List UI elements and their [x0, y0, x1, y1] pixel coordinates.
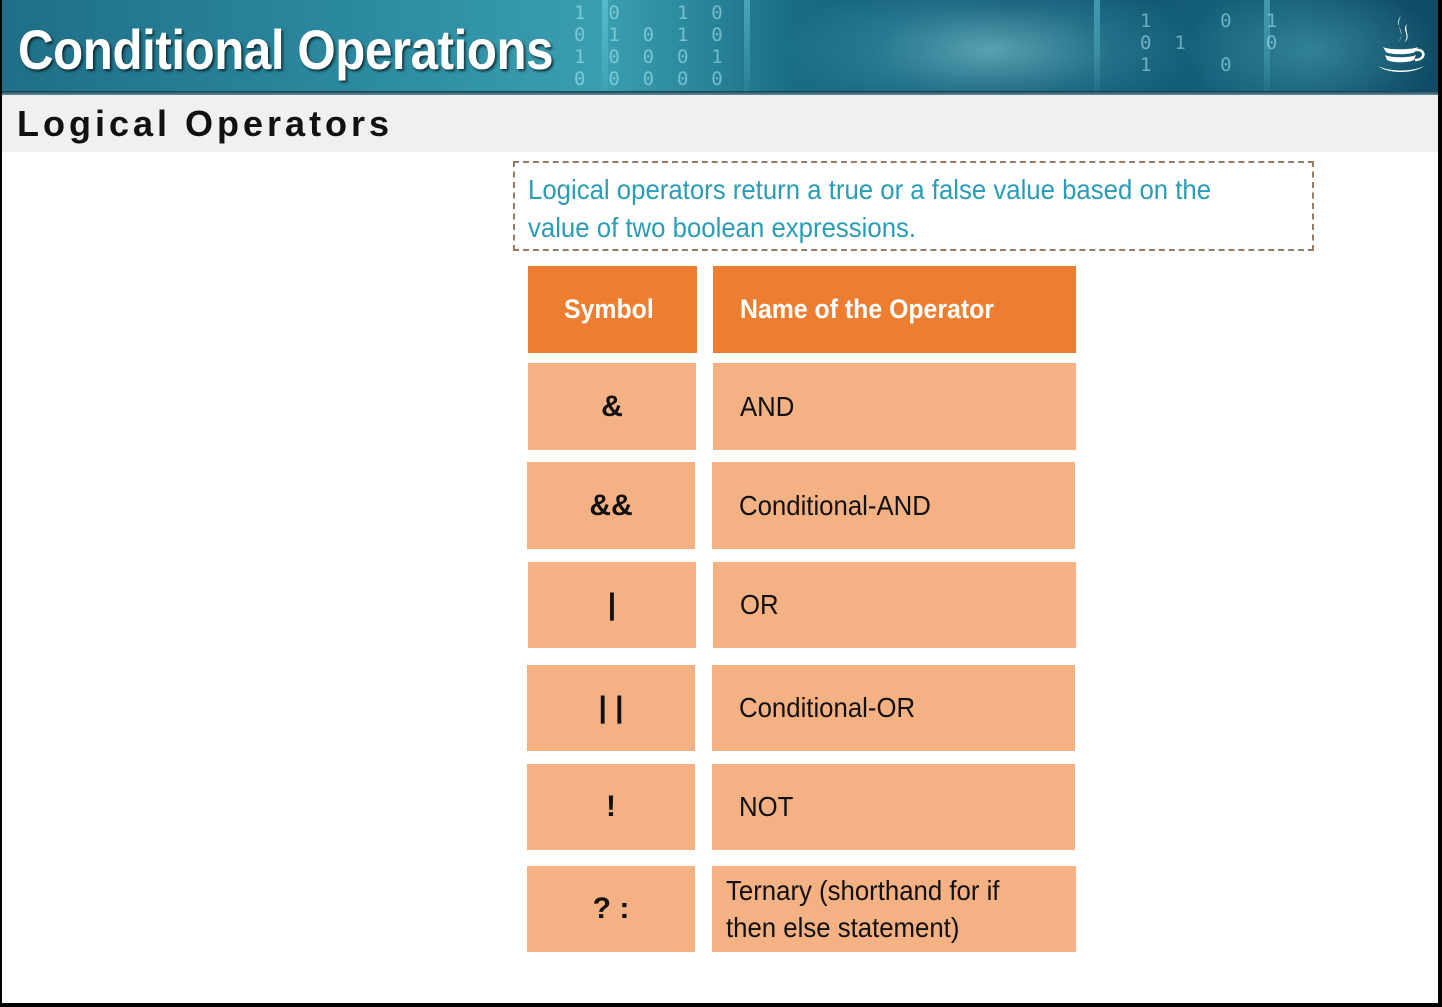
table-cell-name: Ternary (shorthand for if then else stat… [712, 866, 1076, 952]
banner-glow-decoration [1182, 0, 1438, 95]
table-cell-symbol: && [527, 462, 695, 549]
banner-border [2, 91, 1438, 95]
table-cell-name: Conditional-OR [712, 665, 1075, 751]
table-cell-symbol: & [528, 363, 696, 450]
binary-digits-decoration: 1 0 1 0 1 0 1 0 [1140, 10, 1278, 76]
description-text: Logical operators return a true or a fal… [528, 174, 1212, 243]
banner-streak-decoration [602, 0, 608, 95]
table-header-name: Name of the Operator [713, 266, 1076, 353]
banner-streak-decoration [1094, 0, 1100, 95]
slide-title: Conditional Operations [18, 18, 554, 81]
table-cell-name: AND [713, 363, 1076, 450]
java-coffee-cup-icon [1378, 16, 1425, 72]
table-cell-name: OR [713, 562, 1076, 648]
table-header-symbol: Symbol [528, 266, 697, 353]
table-cell-symbol: | | [527, 665, 695, 751]
title-banner: 1 0 1 0 0 1 0 1 0 1 0 0 0 1 0 0 0 0 0 1 … [2, 0, 1438, 95]
table-cell-name: Conditional-AND [712, 462, 1075, 549]
table-cell-symbol: ? : [527, 866, 695, 952]
slide-subtitle: Logical Operators [17, 103, 394, 144]
table-cell-name: NOT [712, 764, 1075, 850]
binary-digits-decoration: 1 0 1 0 0 1 0 1 0 1 0 0 0 1 0 0 0 0 0 [574, 2, 723, 90]
banner-glow-decoration [782, 0, 1202, 95]
description-box: Logical operators return a true or a fal… [513, 161, 1314, 251]
table-cell-symbol: | [528, 562, 696, 648]
banner-streak-decoration [744, 0, 750, 95]
table-cell-symbol: ! [527, 764, 695, 850]
banner-streak-decoration [1264, 0, 1270, 95]
subtitle-bar: Logical Operators [2, 95, 1438, 152]
